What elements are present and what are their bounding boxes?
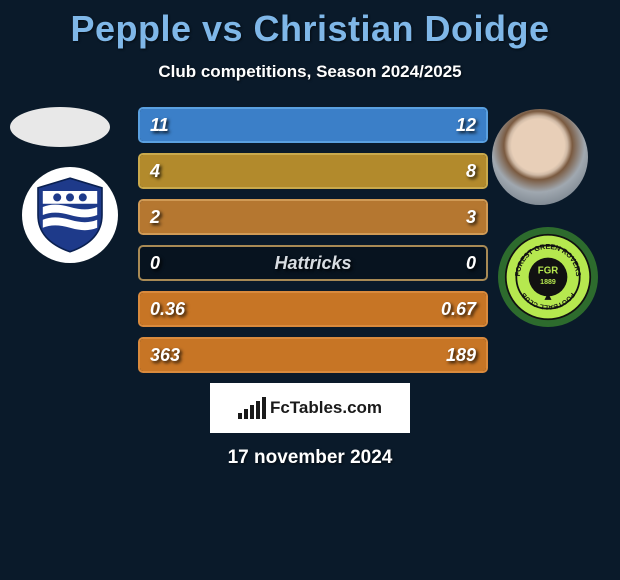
svg-text:FGR: FGR [538, 265, 558, 276]
right-player-avatar [492, 109, 588, 205]
brand-text: FcTables.com [270, 398, 382, 418]
stat-value-left: 11 [150, 115, 169, 136]
stat-value-right: 12 [456, 115, 476, 136]
brand-bar [250, 405, 254, 419]
brand-bar [244, 409, 248, 419]
brand-box: FcTables.com [210, 383, 410, 433]
stat-label: Hattricks [140, 253, 486, 274]
stat-row: 0.36Goals per match0.67 [138, 291, 488, 327]
brand-bar [262, 397, 266, 419]
club-crest-icon: FGR 1889 FOREST GREEN ROVERS FOOTBALL CL… [504, 233, 592, 321]
stat-row: 363Min per goal189 [138, 337, 488, 373]
stat-row: 2Assists3 [138, 199, 488, 235]
stat-row: 0Hattricks0 [138, 245, 488, 281]
stat-row: 11Matches12 [138, 107, 488, 143]
stat-row: 4Goals8 [138, 153, 488, 189]
brand-bars-icon [238, 397, 266, 419]
stat-fill-right [254, 155, 486, 187]
brand-bar [238, 413, 242, 419]
subtitle: Club competitions, Season 2024/2025 [0, 62, 620, 82]
date-text: 17 november 2024 [0, 447, 620, 469]
stat-value-left: 4 [150, 161, 160, 182]
stat-value-left: 363 [150, 345, 180, 366]
stat-value-right: 0 [466, 253, 476, 274]
page-title: Pepple vs Christian Doidge [0, 0, 620, 50]
stat-rows: 11Matches12 4Goals8 2Assists3 0Hattricks0 0.… [138, 107, 488, 373]
svg-text:1889: 1889 [540, 279, 556, 286]
brand-bar [256, 401, 260, 419]
left-club-badge [22, 167, 118, 263]
stat-fill-right [278, 201, 486, 233]
stat-value-right: 3 [466, 207, 476, 228]
stat-fill-left [140, 201, 278, 233]
stat-value-right: 189 [446, 345, 476, 366]
stat-value-right: 0.67 [441, 299, 476, 320]
shield-icon [30, 175, 110, 255]
left-player-avatar [10, 107, 110, 147]
stat-value-right: 8 [466, 161, 476, 182]
stat-value-left: 0 [150, 253, 160, 274]
right-club-badge: FGR 1889 FOREST GREEN ROVERS FOOTBALL CL… [498, 227, 598, 327]
stat-value-left: 2 [150, 207, 160, 228]
comparison-content: FGR 1889 FOREST GREEN ROVERS FOOTBALL CL… [0, 107, 620, 373]
stat-value-left: 0.36 [150, 299, 185, 320]
